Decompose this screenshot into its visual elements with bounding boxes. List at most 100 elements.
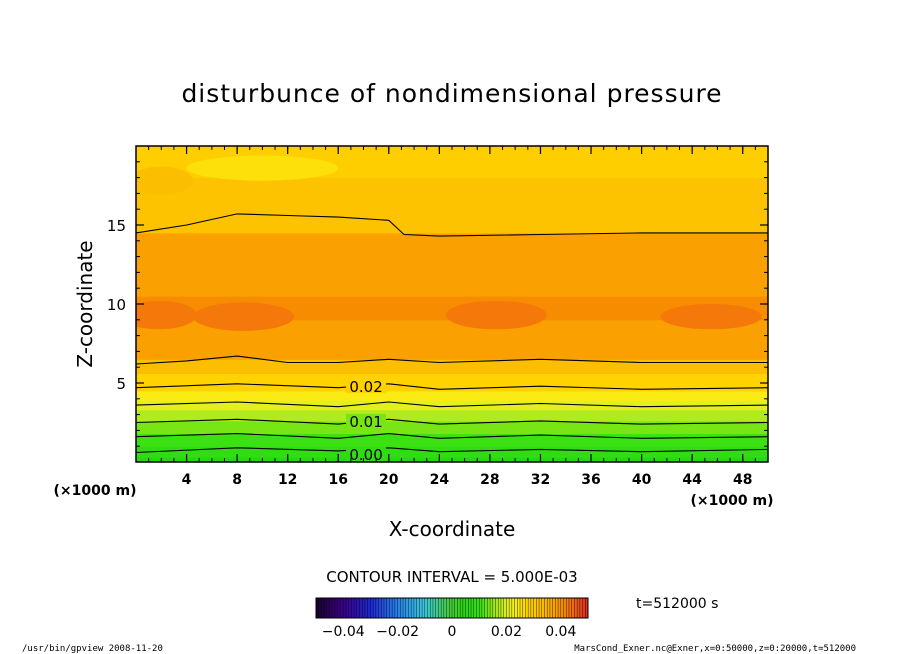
contour-lines: [136, 213, 768, 454]
colorbar-cell: [454, 598, 458, 618]
contour-label-1: 0.01: [349, 413, 382, 431]
colorbar-cell: [392, 598, 396, 618]
colorbar-cell: [528, 598, 532, 618]
colorbar-cell: [577, 598, 581, 618]
colorbar-cell: [446, 598, 450, 618]
time-label: t=512000 s: [636, 596, 718, 612]
x-tick-label-2: 12: [278, 472, 297, 488]
colorbar-cell: [351, 598, 355, 618]
contour-band-1: [136, 446, 768, 458]
contour-band-4: [136, 409, 768, 422]
contour-band-5: [136, 400, 768, 411]
colorbar-cell: [503, 598, 507, 618]
y-axis-ticks: 5 10 15: [107, 145, 768, 463]
colorbar-cell: [362, 598, 366, 618]
colorbar-cell: [487, 598, 491, 618]
colorbar-cell: [411, 598, 415, 618]
colorbar-cell: [574, 598, 578, 618]
colorbar-cell: [462, 598, 466, 618]
colorbar-cell: [517, 598, 521, 618]
colorbar-cell: [571, 598, 575, 618]
contour-line-4: [136, 383, 768, 390]
colorbar-cell: [443, 598, 447, 618]
colorbar-cell: [432, 598, 437, 618]
colorbar-cell: [354, 598, 358, 618]
colorbar-cell: [541, 598, 545, 618]
contour-labels: 0.02 0.01 0.00: [346, 378, 387, 464]
colorbar-tick-label-0: −0.04: [322, 624, 365, 640]
field-cell-0: [192, 302, 294, 331]
y-unit-label: (×1000 m): [54, 483, 137, 499]
colorbar-tick-label-4: 0.04: [545, 624, 576, 640]
colorbar-cell: [326, 598, 330, 618]
colorbar-cell: [381, 598, 385, 618]
y-axis-title: Z-coordinate: [73, 240, 97, 367]
colorbar-cell: [422, 598, 426, 618]
colorbar-frame: [315, 597, 589, 619]
colorbar-cell: [408, 598, 412, 618]
colorbar-cell: [566, 598, 570, 618]
colorbar-cell: [560, 598, 564, 618]
colorbar-cell: [424, 598, 428, 618]
colorbar-cell: [405, 598, 409, 618]
footer-right-text: MarsCond_Exner.nc@Exner,x=0:50000,z=0:20…: [574, 644, 856, 654]
x-tick-label-5: 24: [430, 472, 450, 488]
filled-contours: [136, 146, 768, 462]
x-tick-label-4: 20: [379, 472, 399, 488]
contour-line-2: [136, 418, 768, 425]
colorbar-cell: [530, 598, 534, 618]
plot-area: 0.020.010.00 4 8 12 16 20 24 28 32 36 40 44 48 5101…: [107, 145, 769, 488]
contour-band-8: [136, 359, 768, 375]
colorbar-cell: [473, 598, 477, 618]
colorbar-cell: [345, 598, 350, 618]
colorbar-cell: [337, 598, 341, 618]
colorbar-cell: [585, 598, 589, 618]
colorbar-cell: [520, 598, 524, 618]
contour-label-2: 0.00: [349, 446, 382, 464]
colorbar-cell: [430, 598, 434, 618]
colorbar-cell: [481, 598, 486, 618]
x-tick-label-0: 4: [182, 472, 192, 488]
colorbar-cell: [563, 598, 567, 618]
contour-label-bg-0: [346, 379, 387, 394]
colorbar-cell: [389, 598, 393, 618]
colorbar-cell: [343, 598, 347, 618]
colorbar-cell: [419, 598, 423, 618]
colorbar-cell: [397, 598, 401, 618]
colorbar-cell: [568, 598, 573, 618]
colorbar-cell: [549, 598, 554, 618]
colorbar-cell: [378, 598, 382, 618]
colorbar-cell: [476, 598, 480, 618]
contour-line-3: [136, 401, 768, 408]
contour-line-0: [136, 447, 768, 454]
colorbar-cell: [335, 598, 339, 618]
colorbar-cell: [435, 598, 439, 618]
x-tick-label-1: 8: [232, 472, 242, 488]
x-tick-label-7: 32: [531, 472, 550, 488]
colorbar-tick-labels: −0.04 −0.02 0 0.02 0.04: [322, 624, 577, 640]
colorbar-cell: [492, 598, 496, 618]
x-axis-title: X-coordinate: [389, 517, 516, 541]
colorbar-cell: [495, 598, 499, 618]
colorbar-cell: [359, 598, 363, 618]
y-tick-label-1: 10: [107, 296, 126, 314]
colorbar-cell: [514, 598, 518, 618]
colorbar-tick-label-3: 0.02: [491, 624, 522, 640]
colorbar-cell: [367, 598, 371, 618]
contour-band-12: [136, 177, 768, 234]
colorbar-cell: [490, 598, 494, 618]
colorbar-cell: [511, 598, 515, 618]
colorbar-cell: [509, 598, 513, 618]
colorbar-cell: [579, 598, 583, 618]
colorbar-cell: [316, 598, 320, 618]
colorbar-cell: [416, 598, 420, 618]
colorbar-cell: [400, 598, 404, 618]
y-tick-label-0: 5: [116, 375, 126, 393]
colorbar-cell: [506, 598, 510, 618]
contour-label-0: 0.02: [349, 378, 382, 396]
x-tick-label-8: 36: [581, 472, 600, 488]
colorbar-cell: [356, 598, 360, 618]
x-tick-label-10: 44: [682, 472, 702, 488]
colorbar-tick-label-2: 0: [448, 624, 457, 640]
colorbar-cell: [318, 598, 322, 618]
